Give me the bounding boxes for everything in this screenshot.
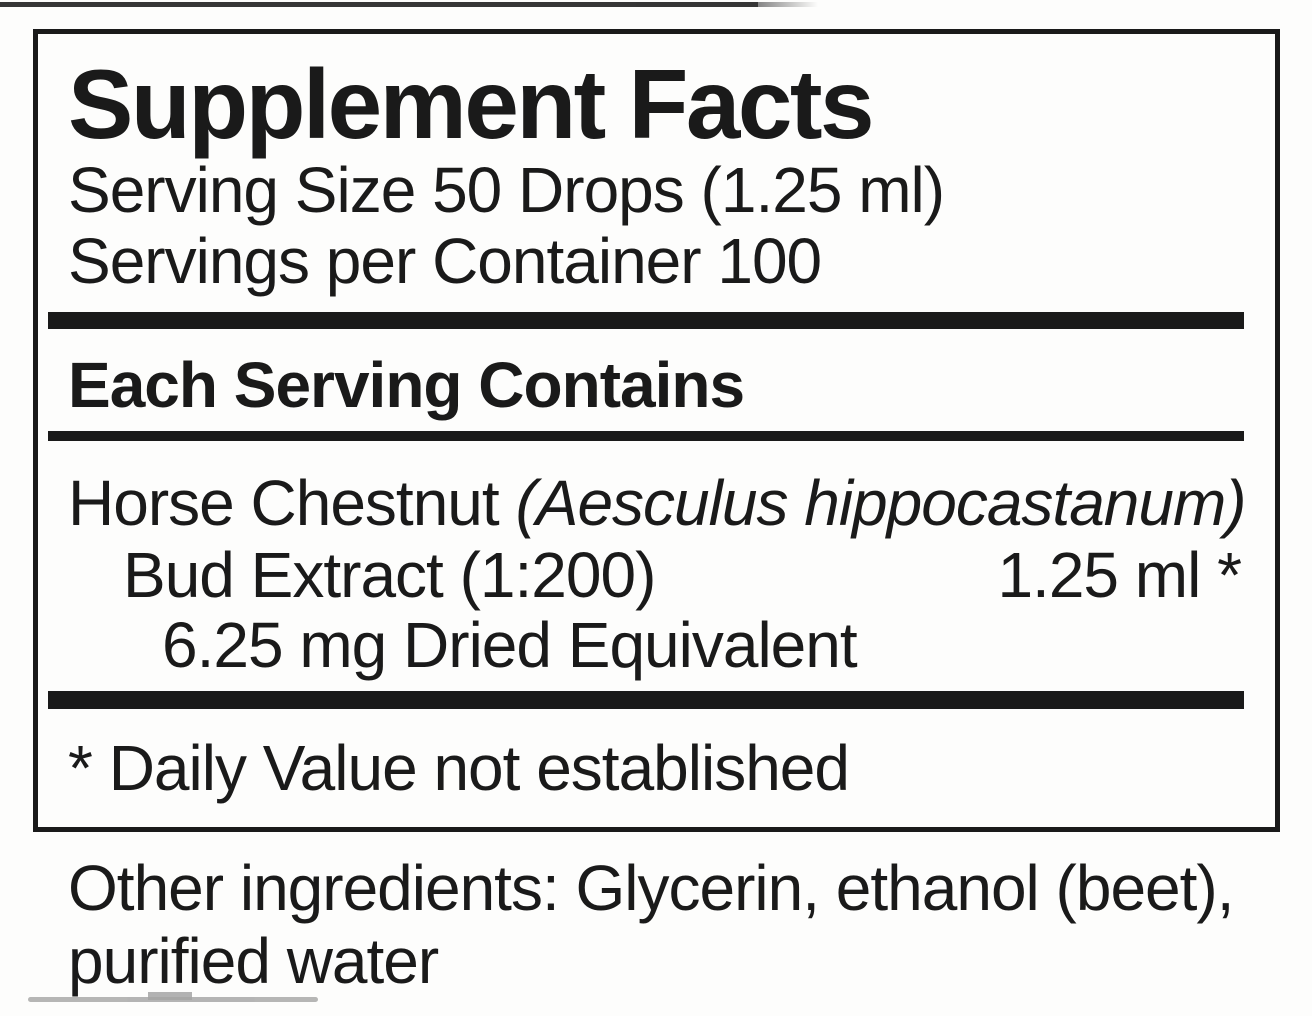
scan-artifact-top-line xyxy=(0,2,818,7)
ingredient-botanical-name: (Aesculus hippocastanum) xyxy=(515,467,1246,539)
daily-value-footnote: * Daily Value not established xyxy=(68,732,850,804)
scan-artifact-bottom-line xyxy=(28,992,318,1002)
ingredient-name-line: Horse Chestnut (Aesculus hippocastanum) xyxy=(68,471,1247,535)
ingredient-detail-text: Bud Extract (1:200) xyxy=(123,539,656,611)
supplement-facts-box: Supplement Facts Serving Size 50 Drops (… xyxy=(33,29,1280,832)
other-ingredients-line1: Other ingredients: Glycerin, ethanol (be… xyxy=(68,852,1234,924)
supplement-facts-title: Supplement Facts xyxy=(68,49,875,159)
other-ingredients-line2: purified water xyxy=(68,925,439,997)
ingredient-common-name: Horse Chestnut xyxy=(68,467,516,539)
divider-thick-bottom xyxy=(48,691,1244,709)
ingredient-dried-equivalent-text: 6.25 mg Dried Equivalent xyxy=(162,609,858,681)
divider-thick-top xyxy=(48,312,1244,329)
ingredient-amount-row: Bud Extract (1:200) 1.25 ml * xyxy=(123,539,1242,611)
serving-size-text: Serving Size 50 Drops (1.25 ml) xyxy=(68,154,945,226)
servings-per-container-text: Servings per Container 100 xyxy=(68,225,822,297)
each-serving-contains-header: Each Serving Contains xyxy=(68,349,745,421)
divider-thin xyxy=(48,431,1244,441)
ingredient-amount-value: 1.25 ml * xyxy=(997,539,1242,611)
